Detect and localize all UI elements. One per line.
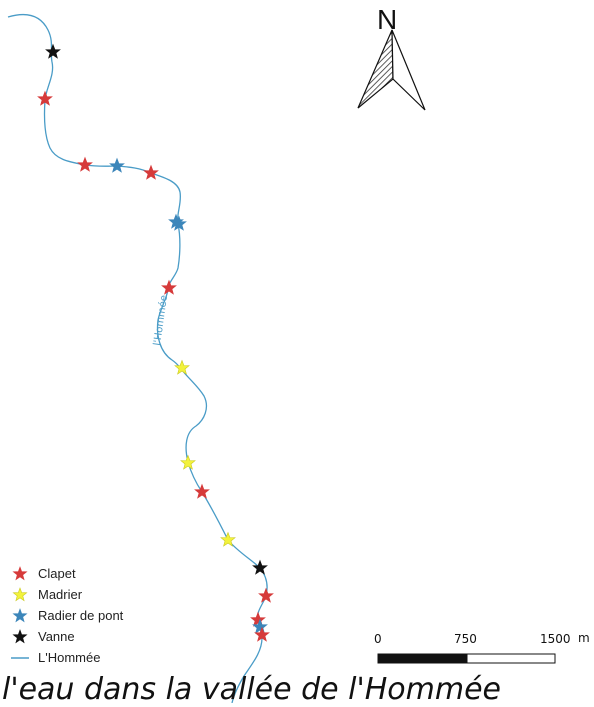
- marker-radier-de-pont-star-icon: [252, 618, 268, 634]
- legend-icons-layer: [11, 566, 29, 659]
- legend-radier-de-pont-star-icon: [12, 608, 28, 623]
- north-arrow-right-half: [391, 29, 426, 111]
- legend-label-madrier: Madrier: [38, 587, 83, 602]
- legend-clapet-star-icon: [12, 566, 28, 581]
- marker-clapet-star-icon: [37, 90, 53, 106]
- north-arrow: [357, 29, 426, 111]
- legend-label-clapet: Clapet: [38, 566, 76, 581]
- scale-label-750: 750: [454, 632, 477, 646]
- marker-clapet-star-icon: [77, 156, 93, 172]
- scale-unit: m: [578, 631, 590, 645]
- marker-madrier-star-icon: [174, 359, 190, 375]
- legend-madrier-star-icon: [12, 587, 28, 602]
- marker-vanne-star-icon: [45, 43, 61, 59]
- marker-clapet-star-icon: [161, 279, 177, 295]
- north-label: N: [377, 4, 398, 35]
- marker-clapet-star-icon: [250, 611, 266, 627]
- scale-bar: [377, 653, 556, 664]
- legend-label-vanne: Vanne: [38, 629, 75, 644]
- marker-vanne-star-icon: [252, 559, 268, 575]
- marker-clapet-star-icon: [254, 626, 270, 642]
- marker-clapet-star-icon: [143, 164, 159, 180]
- north-arrow-left-half: [357, 29, 394, 109]
- markers-layer: [37, 43, 274, 642]
- marker-clapet-star-icon: [258, 587, 274, 603]
- caption: l'eau dans la vallée de l'Hommée: [2, 672, 501, 707]
- scale-bar-segment-white: [466, 653, 556, 664]
- scale-bar-segment-black: [377, 653, 468, 664]
- legend-label-radier-de-pont: Radier de pont: [38, 608, 124, 623]
- river-label: l'Hommée: [151, 294, 170, 346]
- marker-radier-de-pont-star-icon: [109, 157, 125, 173]
- marker-radier-de-pont-star-icon: [168, 213, 184, 229]
- marker-madrier-star-icon: [220, 531, 236, 547]
- marker-clapet-star-icon: [194, 483, 210, 499]
- legend-label-river: L'Hommée: [38, 650, 101, 665]
- legend-vanne-star-icon: [12, 629, 28, 644]
- scale-label-0: 0: [374, 632, 382, 646]
- marker-madrier-star-icon: [180, 454, 196, 470]
- scale-label-1500: 1500: [540, 632, 571, 646]
